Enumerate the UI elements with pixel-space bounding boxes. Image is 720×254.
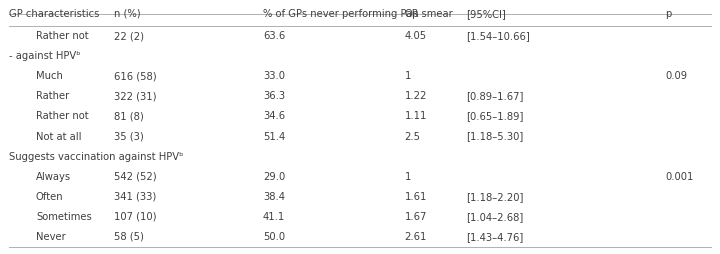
- Text: 1: 1: [405, 71, 411, 81]
- Text: [1.18–5.30]: [1.18–5.30]: [467, 132, 524, 141]
- Text: 36.3: 36.3: [263, 91, 285, 101]
- Text: 63.6: 63.6: [263, 31, 285, 41]
- Text: 1.61: 1.61: [405, 192, 427, 202]
- Text: Rather not: Rather not: [36, 112, 89, 121]
- Text: Much: Much: [36, 71, 63, 81]
- Text: 0.09: 0.09: [665, 71, 688, 81]
- Text: [1.18–2.20]: [1.18–2.20]: [467, 192, 524, 202]
- Text: [0.89–1.67]: [0.89–1.67]: [467, 91, 524, 101]
- Text: 1.22: 1.22: [405, 91, 427, 101]
- Text: Rather: Rather: [36, 91, 69, 101]
- Text: 58 (5): 58 (5): [114, 232, 143, 242]
- Text: 50.0: 50.0: [263, 232, 285, 242]
- Text: Not at all: Not at all: [36, 132, 81, 141]
- Text: n (%): n (%): [114, 9, 140, 19]
- Text: 322 (31): 322 (31): [114, 91, 156, 101]
- Text: 22 (2): 22 (2): [114, 31, 144, 41]
- Text: 34.6: 34.6: [263, 112, 285, 121]
- Text: 2.61: 2.61: [405, 232, 427, 242]
- Text: 341 (33): 341 (33): [114, 192, 156, 202]
- Text: 616 (58): 616 (58): [114, 71, 156, 81]
- Text: [95%CI]: [95%CI]: [467, 9, 506, 19]
- Text: 33.0: 33.0: [263, 71, 285, 81]
- Text: [1.43–4.76]: [1.43–4.76]: [467, 232, 524, 242]
- Text: Rather not: Rather not: [36, 31, 89, 41]
- Text: 81 (8): 81 (8): [114, 112, 143, 121]
- Text: 51.4: 51.4: [263, 132, 285, 141]
- Text: Sometimes: Sometimes: [36, 212, 91, 222]
- Text: [0.65–1.89]: [0.65–1.89]: [467, 112, 524, 121]
- Text: 1.67: 1.67: [405, 212, 427, 222]
- Text: Often: Often: [36, 192, 63, 202]
- Text: [1.04–2.68]: [1.04–2.68]: [467, 212, 524, 222]
- Text: GP characteristics: GP characteristics: [9, 9, 99, 19]
- Text: 41.1: 41.1: [263, 212, 285, 222]
- Text: p: p: [665, 9, 672, 19]
- Text: 542 (52): 542 (52): [114, 172, 156, 182]
- Text: Suggests vaccination against HPVᵇ: Suggests vaccination against HPVᵇ: [9, 152, 183, 162]
- Text: 1.11: 1.11: [405, 112, 427, 121]
- Text: 4.05: 4.05: [405, 31, 427, 41]
- Text: % of GPs never performing Pap smear: % of GPs never performing Pap smear: [263, 9, 453, 19]
- Text: 38.4: 38.4: [263, 192, 285, 202]
- Text: [1.54–10.66]: [1.54–10.66]: [467, 31, 531, 41]
- Text: OR: OR: [405, 9, 419, 19]
- Text: 35 (3): 35 (3): [114, 132, 143, 141]
- Text: 1: 1: [405, 172, 411, 182]
- Text: 29.0: 29.0: [263, 172, 285, 182]
- Text: 107 (10): 107 (10): [114, 212, 156, 222]
- Text: Always: Always: [36, 172, 71, 182]
- Text: 2.5: 2.5: [405, 132, 420, 141]
- Text: - against HPVᵇ: - against HPVᵇ: [9, 51, 80, 61]
- Text: 0.001: 0.001: [665, 172, 693, 182]
- Text: Never: Never: [36, 232, 66, 242]
